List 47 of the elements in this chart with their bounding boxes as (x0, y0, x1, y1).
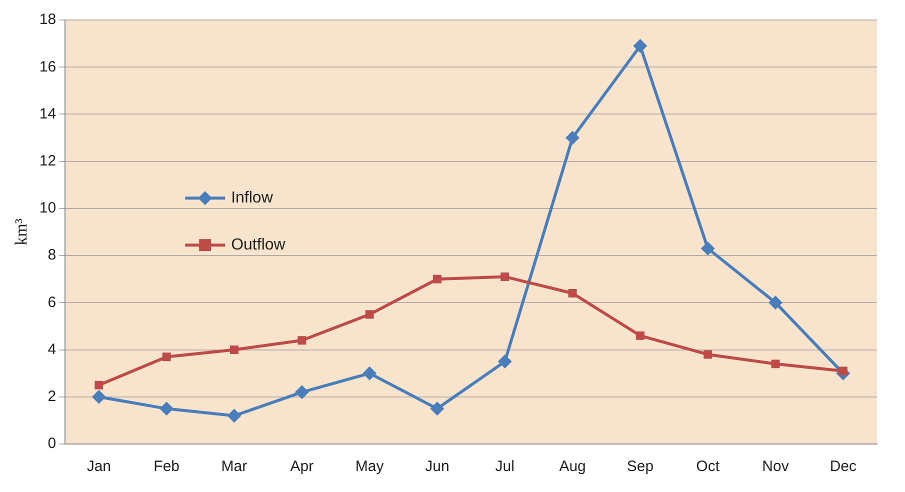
y-tick-label: 8 (48, 246, 56, 264)
point (636, 331, 644, 340)
point (568, 289, 577, 298)
point (430, 402, 444, 416)
point (162, 352, 171, 362)
point (704, 350, 712, 359)
point (768, 296, 783, 310)
point (498, 354, 512, 369)
x-tick-label: Jul (495, 458, 514, 476)
y-tick-label: 6 (48, 294, 56, 311)
point (365, 310, 374, 319)
y-tick-label: 18 (39, 11, 56, 28)
point (633, 38, 648, 53)
point (227, 408, 242, 423)
x-tick-label: Sep (626, 458, 654, 476)
x-tick-label: Apr (290, 458, 314, 476)
y-tick-label: 0 (48, 435, 56, 452)
y-tick-label: 14 (39, 105, 56, 122)
point (94, 380, 104, 390)
x-tick-label: Dec (830, 458, 857, 476)
x-tick-label: Nov (762, 458, 790, 476)
x-tick-label: Jan (86, 458, 112, 476)
point (160, 402, 174, 416)
x-tick-label: Mar (221, 458, 248, 476)
y-tick-label: 2 (48, 388, 56, 406)
point (566, 130, 580, 145)
x-tick-label: Oct (696, 458, 720, 476)
point (771, 360, 780, 368)
legend-label: Outflow (231, 236, 286, 254)
point (432, 274, 442, 284)
y-tick-label: 12 (39, 152, 56, 170)
x-tick-label: Jun (425, 458, 450, 476)
point (294, 385, 309, 400)
legend-label: Inflow (231, 189, 274, 206)
y-tick-label: 10 (39, 200, 56, 217)
x-tick-label: Feb (154, 458, 180, 476)
y-tick-label: 4 (48, 340, 56, 358)
y-axis-title: km³ (12, 218, 31, 246)
point (362, 366, 377, 380)
point (92, 390, 106, 404)
y-tick-label: 16 (39, 58, 56, 76)
point (298, 336, 306, 345)
point (700, 241, 715, 256)
x-tick-label: May (355, 458, 384, 476)
point (500, 272, 510, 281)
x-tick-label: Aug (559, 458, 586, 476)
point (230, 346, 238, 354)
